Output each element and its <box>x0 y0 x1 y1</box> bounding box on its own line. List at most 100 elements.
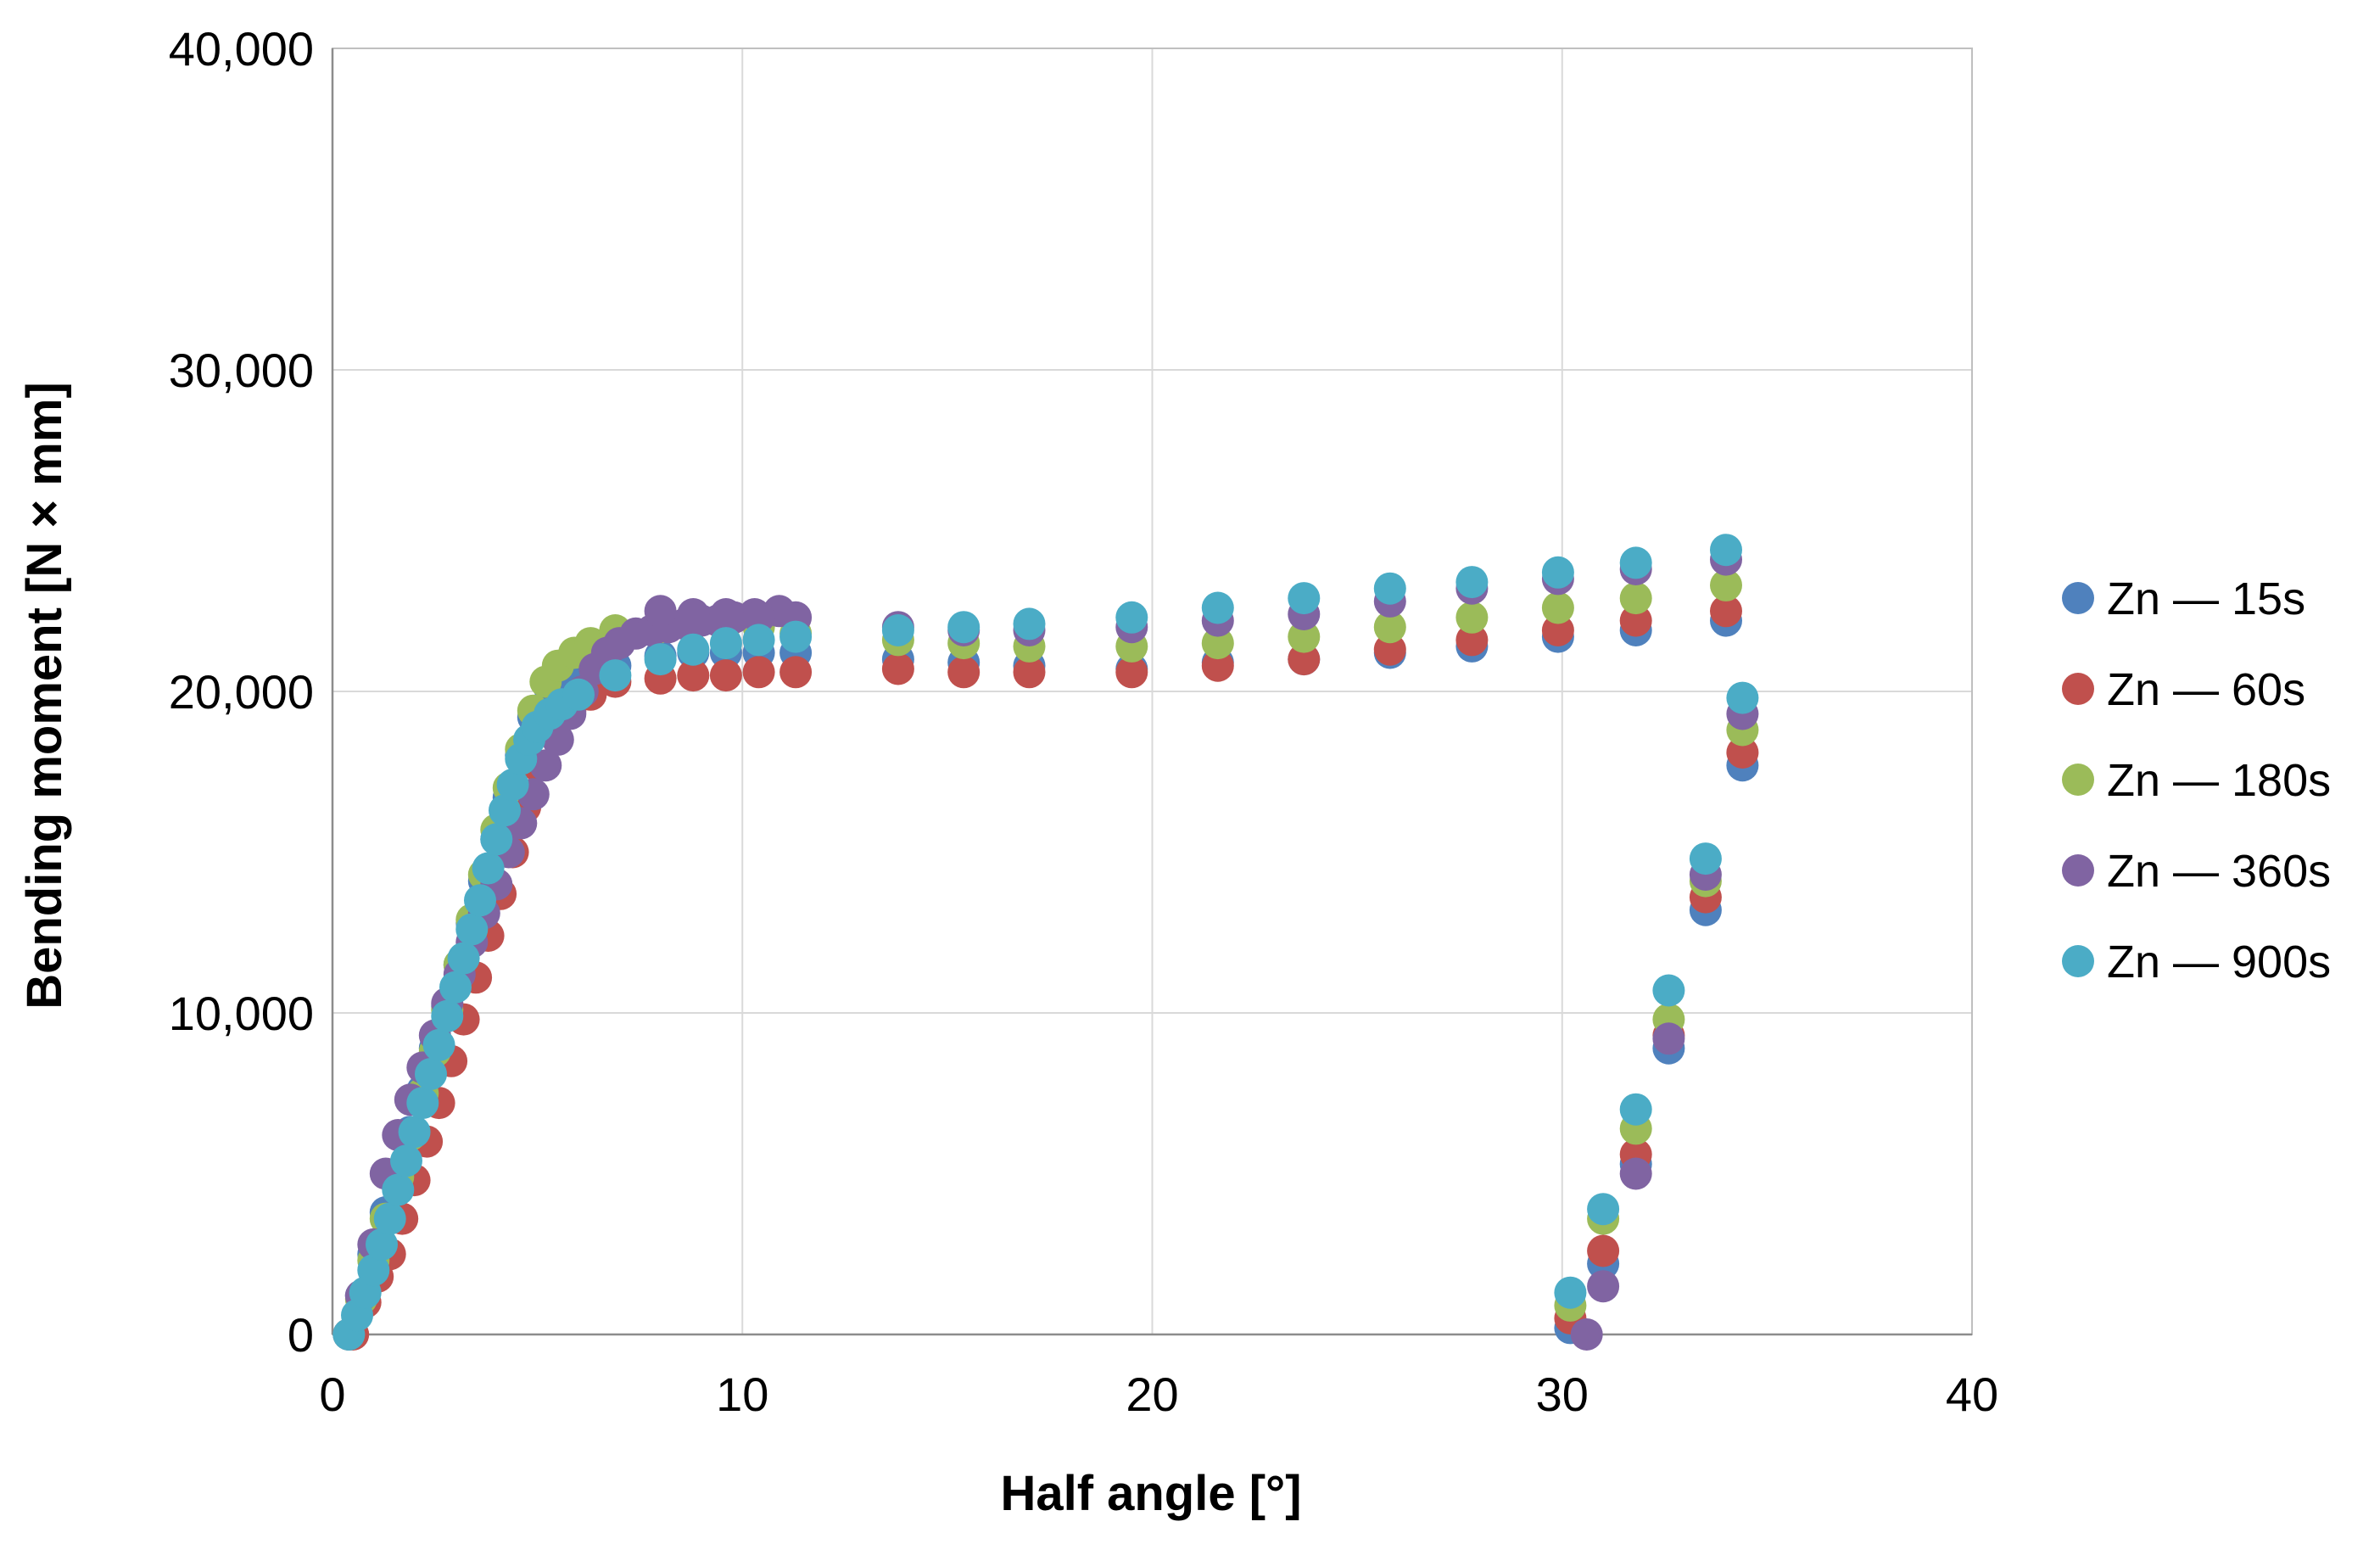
legend-marker <box>2062 582 2094 614</box>
data-point <box>415 1058 447 1090</box>
data-point <box>398 1116 431 1149</box>
data-point <box>562 678 595 711</box>
data-point <box>1689 842 1722 875</box>
y-tick-label: 20,000 <box>169 665 314 719</box>
data-point <box>1587 1270 1620 1303</box>
data-point <box>1619 1093 1652 1126</box>
data-point <box>1710 568 1742 601</box>
data-point <box>1201 627 1234 660</box>
data-point <box>779 656 813 689</box>
data-point <box>644 595 677 628</box>
data-point <box>489 794 521 827</box>
data-point <box>1554 1276 1587 1309</box>
data-point <box>947 611 980 644</box>
data-point <box>1013 607 1046 641</box>
data-point <box>1619 604 1652 637</box>
legend-marker <box>2062 854 2094 887</box>
data-point <box>1619 1157 1652 1190</box>
data-point <box>742 601 775 634</box>
data-point <box>709 598 742 630</box>
legend-label: Zn — 360s <box>2107 846 2331 897</box>
data-point <box>1455 601 1489 634</box>
y-axis-title: Bending moment [N × mm] <box>17 382 72 1010</box>
data-point <box>677 659 710 692</box>
data-point <box>1455 566 1489 599</box>
data-point <box>709 659 742 692</box>
data-point <box>406 1087 439 1120</box>
data-point <box>1373 633 1406 666</box>
data-point <box>464 884 496 917</box>
data-point <box>1541 556 1574 589</box>
series-3 <box>332 568 1759 1351</box>
data-point <box>366 1228 398 1261</box>
data-point <box>947 656 980 689</box>
data-point <box>1652 1022 1685 1055</box>
legend: Zn — 15s Zn — 60s Zn — 180s Zn — 360s Zn — 9… <box>2062 573 2331 987</box>
data-point <box>779 620 813 653</box>
legend-label: Zn — 15s <box>2107 573 2305 624</box>
data-point <box>1619 582 1652 615</box>
data-point <box>431 999 464 1032</box>
data-point <box>1652 974 1685 1007</box>
data-point <box>1373 572 1406 605</box>
data-point <box>1288 582 1321 615</box>
y-tick-label: 0 <box>288 1308 314 1362</box>
data-point <box>1201 591 1234 624</box>
data-point <box>1288 620 1321 653</box>
data-point <box>1570 1318 1603 1351</box>
data-point <box>644 643 677 676</box>
data-point <box>1541 591 1574 624</box>
data-point <box>742 656 775 689</box>
series-5 <box>332 534 1759 1351</box>
data-point <box>480 823 513 856</box>
y-tick-label: 30,000 <box>169 344 314 397</box>
legend-marker <box>2062 764 2094 796</box>
x-tick-label: 10 <box>716 1368 768 1421</box>
y-tick-label: 40,000 <box>169 22 314 76</box>
legend-label: Zn — 900s <box>2107 937 2331 987</box>
data-point <box>1373 611 1406 644</box>
data-point <box>1288 643 1321 676</box>
data-point <box>472 852 505 885</box>
data-point <box>1587 1193 1620 1226</box>
data-point <box>599 659 632 692</box>
data-point <box>529 749 562 782</box>
data-point <box>1726 736 1759 769</box>
data-point <box>1587 1234 1620 1267</box>
x-axis-title: Half angle [°] <box>1000 1466 1301 1521</box>
legend-marker <box>2062 945 2094 977</box>
data-point <box>1115 656 1148 689</box>
data-point <box>881 652 914 685</box>
data-point <box>1013 656 1046 689</box>
data-point <box>1710 595 1742 628</box>
data-point <box>439 971 472 1004</box>
data-point <box>382 1173 415 1206</box>
data-point <box>677 633 710 666</box>
data-point <box>742 624 775 657</box>
x-tick-label: 30 <box>1536 1368 1589 1421</box>
data-point <box>1619 546 1652 579</box>
data-point <box>1710 534 1742 567</box>
y-tick-label: 10,000 <box>169 987 314 1040</box>
legend-marker <box>2062 673 2094 705</box>
data-point <box>1541 614 1574 646</box>
axes: 0 10,000 20,000 30,000 40,000 0 10 20 30 40 <box>169 22 1998 1421</box>
legend-label: Zn — 60s <box>2107 664 2305 715</box>
data-point <box>1726 681 1759 714</box>
data-point <box>709 627 742 660</box>
data-point <box>881 614 914 646</box>
data-point <box>1455 624 1489 657</box>
data-point <box>447 942 480 975</box>
data-point <box>677 598 710 630</box>
x-tick-label: 0 <box>319 1368 345 1421</box>
x-tick-label: 20 <box>1126 1368 1178 1421</box>
data-point <box>496 768 529 801</box>
data-point <box>1201 649 1234 682</box>
legend-label: Zn — 180s <box>2107 755 2331 806</box>
data-point <box>455 913 489 946</box>
data-point <box>1115 601 1148 634</box>
data-point <box>390 1144 422 1178</box>
data-point <box>422 1028 455 1061</box>
